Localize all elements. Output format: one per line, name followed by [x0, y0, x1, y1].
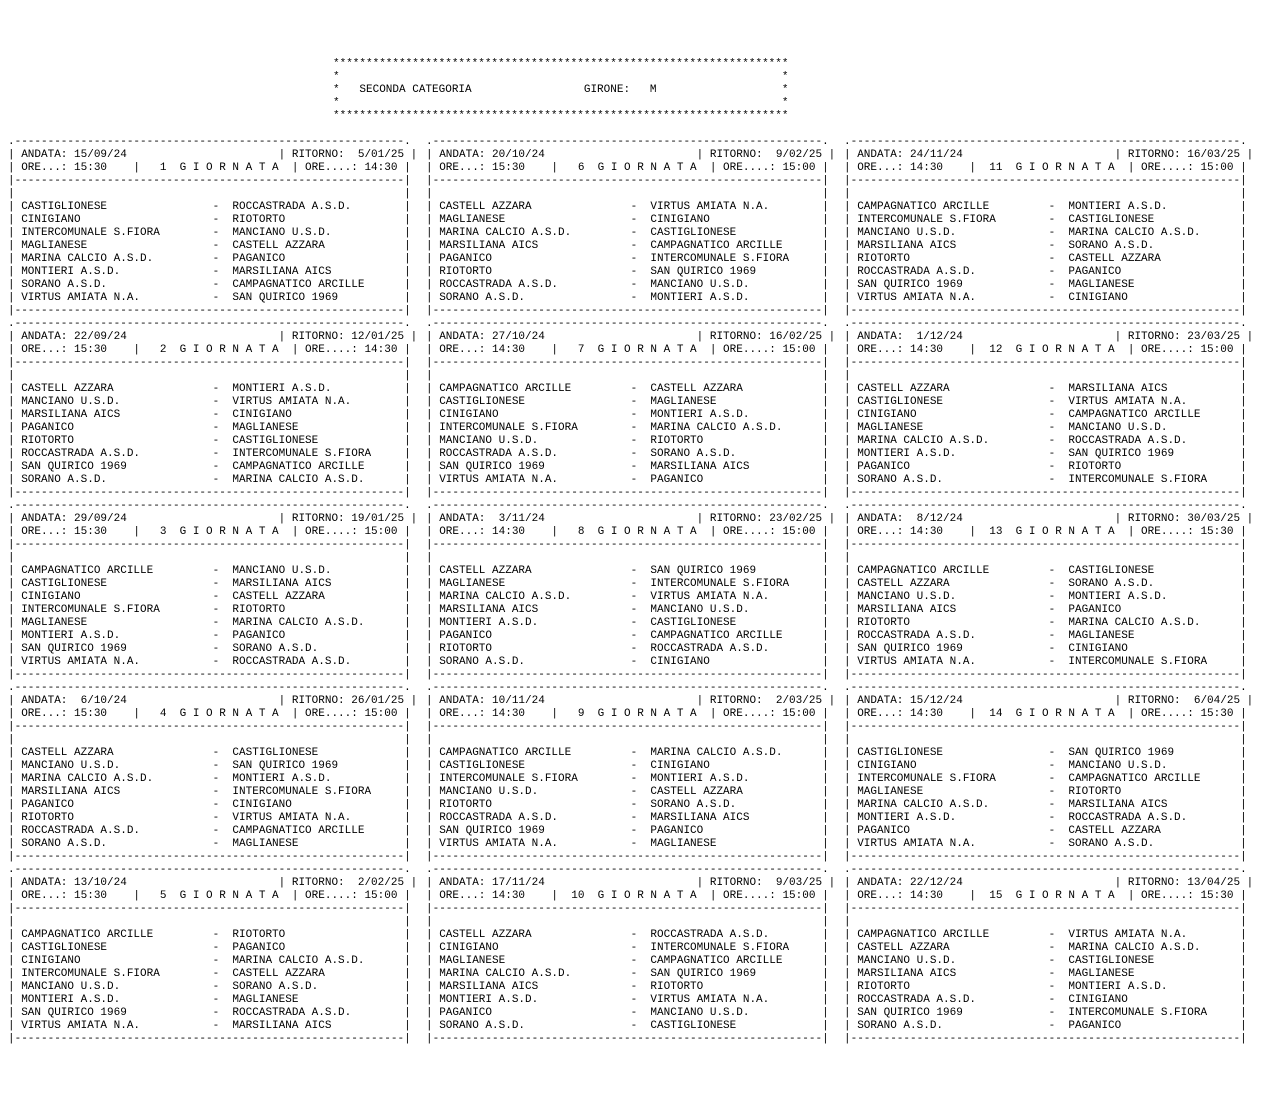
giornata-4: .---------------------------------------… — [8, 682, 406, 864]
giornata-14: .---------------------------------------… — [844, 682, 1242, 864]
giornata-12: .---------------------------------------… — [844, 318, 1242, 500]
column-3: .---------------------------------------… — [844, 136, 1242, 1046]
giornata-7: .---------------------------------------… — [426, 318, 824, 500]
giornata-9: .---------------------------------------… — [426, 682, 824, 864]
giornata-15: .---------------------------------------… — [844, 864, 1242, 1046]
giornata-6: .---------------------------------------… — [426, 136, 824, 318]
giornata-5: .---------------------------------------… — [8, 864, 406, 1046]
column-1: .---------------------------------------… — [8, 136, 406, 1046]
giornata-13: .---------------------------------------… — [844, 500, 1242, 682]
giornata-8: .---------------------------------------… — [426, 500, 824, 682]
giornata-11: .---------------------------------------… — [844, 136, 1242, 318]
header-block: ****************************************… — [333, 58, 1260, 123]
giornata-10: .---------------------------------------… — [426, 864, 824, 1046]
columns-container: .---------------------------------------… — [8, 136, 1260, 1046]
giornata-3: .---------------------------------------… — [8, 500, 406, 682]
giornata-1: .---------------------------------------… — [8, 136, 406, 318]
column-2: .---------------------------------------… — [426, 136, 824, 1046]
giornata-2: .---------------------------------------… — [8, 318, 406, 500]
